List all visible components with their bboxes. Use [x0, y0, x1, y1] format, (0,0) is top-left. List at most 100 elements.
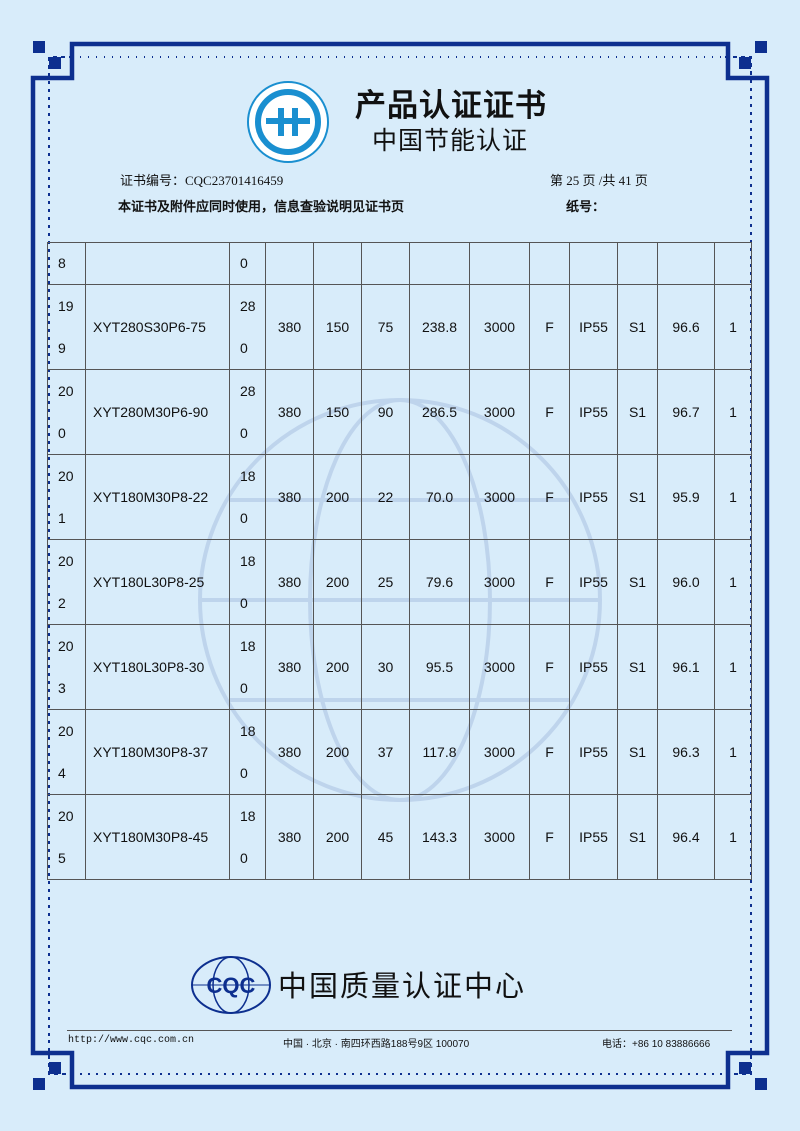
- table-cell: 200: [313, 624, 362, 710]
- page-indicator: 第 25 页 /共 41 页: [550, 173, 648, 188]
- table-cell: 150: [313, 284, 362, 370]
- table-cell: [714, 242, 752, 285]
- table-cell: 286.5: [409, 369, 470, 455]
- table-cell: 150: [313, 369, 362, 455]
- table-cell: XYT280M30P6-90: [85, 369, 230, 455]
- table-cell: XYT280S30P6-75: [85, 284, 230, 370]
- table-cell: F: [529, 624, 570, 710]
- table-cell: 199: [47, 284, 86, 370]
- table-cell: F: [529, 709, 570, 795]
- table-cell: 180: [229, 539, 266, 625]
- table-cell: 3000: [469, 709, 530, 795]
- table-cell: 1: [714, 794, 752, 880]
- product-table: 8 0 199 XYT280S30P6-75 280 380 150 75 238.8 3000 F…: [47, 242, 752, 880]
- table-cell: [361, 242, 410, 285]
- table-cell: 280: [229, 284, 266, 370]
- table-cell: [569, 242, 618, 285]
- table-cell: 95.9: [657, 454, 715, 540]
- table-cell: S1: [617, 539, 658, 625]
- table-cell: S1: [617, 454, 658, 540]
- table-cell: 3000: [469, 624, 530, 710]
- table-cell: IP55: [569, 624, 618, 710]
- table-cell: 200: [313, 539, 362, 625]
- svg-text:CQC: CQC: [207, 973, 256, 998]
- table-cell: S1: [617, 709, 658, 795]
- table-cell: 202: [47, 539, 86, 625]
- table-cell: 70.0: [409, 454, 470, 540]
- table-cell: XYT180L30P8-30: [85, 624, 230, 710]
- table-cell: 380: [265, 624, 314, 710]
- energy-conservation-logo: [247, 81, 329, 163]
- table-cell: 201: [47, 454, 86, 540]
- table-cell: 79.6: [409, 539, 470, 625]
- table-row: 199 XYT280S30P6-75 280 380 150 75 238.8 3000 F IP…: [47, 284, 752, 370]
- table-cell: IP55: [569, 369, 618, 455]
- table-cell: IP55: [569, 454, 618, 540]
- table-cell: [265, 242, 314, 285]
- table-cell: 205: [47, 794, 86, 880]
- table-cell: IP55: [569, 284, 618, 370]
- table-cell: 380: [265, 284, 314, 370]
- table-cell: 25: [361, 539, 410, 625]
- table-cell: [617, 242, 658, 285]
- table-cell: 380: [265, 709, 314, 795]
- table-cell: 380: [265, 454, 314, 540]
- table-cell: 0: [229, 242, 266, 285]
- table-cell: 22: [361, 454, 410, 540]
- table-cell: IP55: [569, 794, 618, 880]
- table-cell: 3000: [469, 539, 530, 625]
- table-cell: 200: [313, 709, 362, 795]
- table-cell: 96.4: [657, 794, 715, 880]
- table-cell: 96.0: [657, 539, 715, 625]
- organization-name: 中国质量认证中心: [278, 971, 527, 1003]
- table-cell: [657, 242, 715, 285]
- table-row: 200 XYT280M30P6-90 280 380 150 90 286.5 3000 F IP…: [47, 369, 752, 455]
- table-cell: 180: [229, 454, 266, 540]
- table-cell: 200: [313, 454, 362, 540]
- usage-notice: 本证书及附件应同时使用，信息查验说明见证书页: [118, 199, 405, 214]
- table-cell: 90: [361, 369, 410, 455]
- table-cell: 75: [361, 284, 410, 370]
- table-cell: 95.5: [409, 624, 470, 710]
- table-cell: 1: [714, 624, 752, 710]
- table-cell: [85, 242, 230, 285]
- table-cell: IP55: [569, 709, 618, 795]
- table-cell: 380: [265, 369, 314, 455]
- address: 中国 · 北京 · 南四环西路188号9区 100070: [283, 1039, 470, 1050]
- table-cell: 117.8: [409, 709, 470, 795]
- table-cell: 1: [714, 454, 752, 540]
- table-cell: 1: [714, 709, 752, 795]
- table-cell: 45: [361, 794, 410, 880]
- table-cell: 180: [229, 794, 266, 880]
- table-cell: 96.1: [657, 624, 715, 710]
- table-row: 202 XYT180L30P8-25 180 380 200 25 79.6 3000 F IP5…: [47, 539, 752, 625]
- table-cell: XYT180M30P8-45: [85, 794, 230, 880]
- table-cell: F: [529, 284, 570, 370]
- table-cell: 180: [229, 624, 266, 710]
- table-cell: 96.7: [657, 369, 715, 455]
- table-cell: 204: [47, 709, 86, 795]
- table-cell: XYT180M30P8-22: [85, 454, 230, 540]
- table-cell: 280: [229, 369, 266, 455]
- table-cell: [469, 242, 530, 285]
- table-cell: IP55: [569, 539, 618, 625]
- table-cell: 96.3: [657, 709, 715, 795]
- table-cell: S1: [617, 369, 658, 455]
- table-cell: 37: [361, 709, 410, 795]
- table-row: 203 XYT180L30P8-30 180 380 200 30 95.5 3000 F IP5…: [47, 624, 752, 710]
- table-cell: [313, 242, 362, 285]
- telephone: 电话：+86 10 83886666: [602, 1039, 711, 1050]
- table-cell: 3000: [469, 369, 530, 455]
- table-cell: 200: [47, 369, 86, 455]
- table-cell: 3000: [469, 284, 530, 370]
- table-cell: 30: [361, 624, 410, 710]
- table-cell: 143.3: [409, 794, 470, 880]
- table-cell: [409, 242, 470, 285]
- table-cell: 8: [47, 242, 86, 285]
- table-cell: 238.8: [409, 284, 470, 370]
- page-title: 产品认证证书: [355, 88, 547, 123]
- table-row: 204 XYT180M30P8-37 180 380 200 37 117.8 3000 F IP…: [47, 709, 752, 795]
- table-cell: 1: [714, 284, 752, 370]
- website-link[interactable]: http://www.cqc.com.cn: [68, 1035, 195, 1046]
